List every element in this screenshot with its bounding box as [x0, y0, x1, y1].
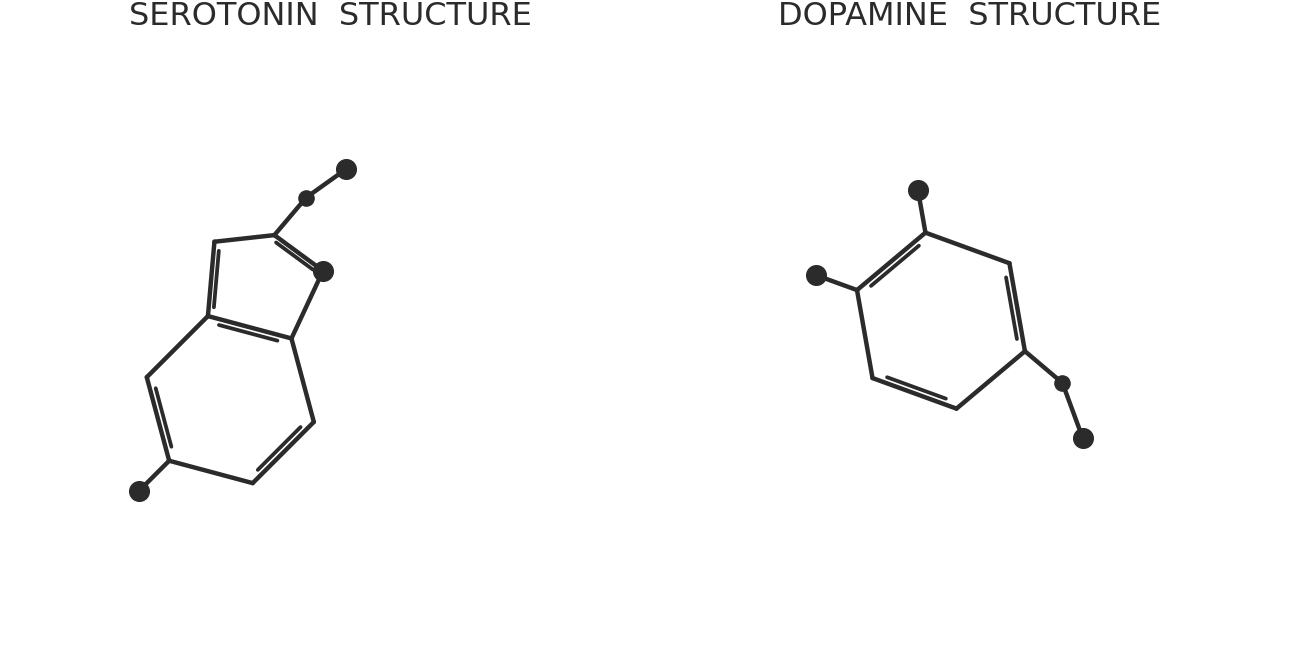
Point: [312, 266, 333, 276]
Point: [907, 185, 928, 195]
Point: [335, 164, 356, 174]
Title: DOPAMINE  STRUCTURE: DOPAMINE STRUCTURE: [779, 1, 1161, 32]
Point: [1072, 432, 1093, 443]
Title: SEROTONIN  STRUCTURE: SEROTONIN STRUCTURE: [129, 1, 532, 32]
Point: [806, 270, 827, 281]
Point: [129, 486, 150, 496]
Point: [1052, 378, 1072, 388]
Point: [295, 192, 316, 203]
